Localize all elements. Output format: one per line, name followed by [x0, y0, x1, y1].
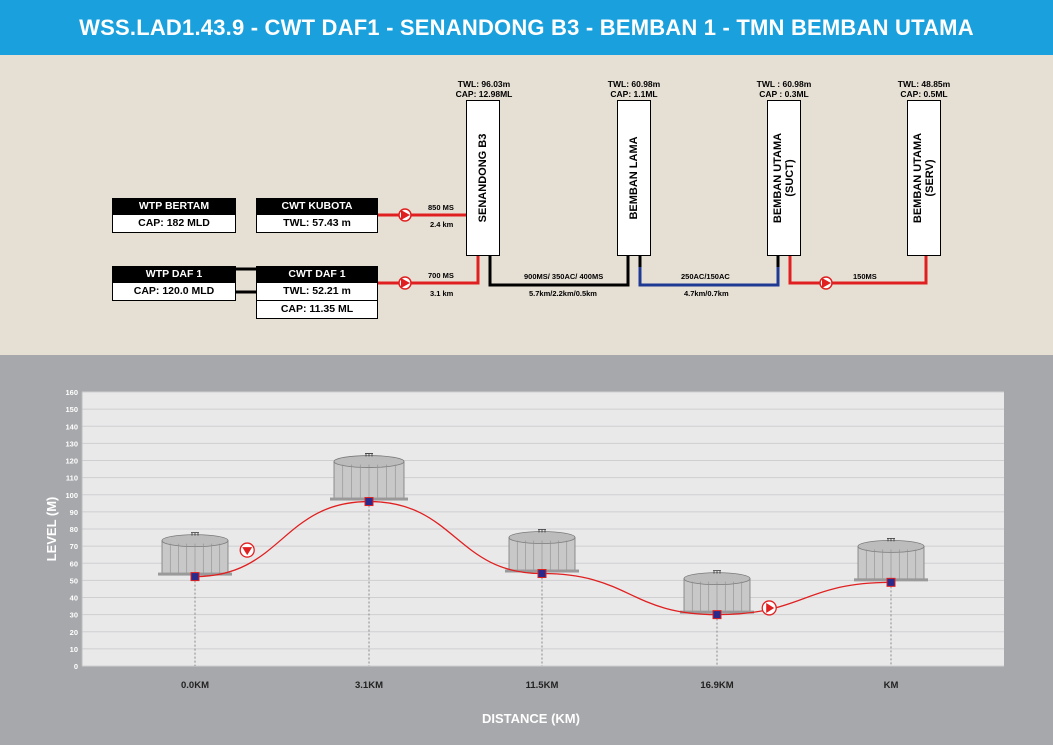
- network-schematic: WTP BERTAM CAP: 182 MLD WTP DAF 1 CAP: 1…: [0, 55, 1053, 355]
- elevation-profile: 0 10 20 30 40 50 60 70 80 90 100 110 120 130 140 150 160…: [0, 355, 1053, 745]
- x-axis: 0.0KM 3.1KM 11.5KM 16.9KM KM: [181, 680, 898, 691]
- tank-icon: [854, 537, 928, 582]
- y-axis: 0 10 20 30 40 50 60 70 80 90 100 110 120 130 140 150 160: [65, 388, 78, 671]
- y-axis-label: LEVEL (M): [44, 497, 59, 562]
- pipe-length-label: 3.1 km: [430, 289, 454, 298]
- pipe-size-label: 150MS: [853, 272, 877, 281]
- level-point: [364, 497, 374, 507]
- y-tick-label: 160: [65, 388, 78, 397]
- y-tick-label: 110: [66, 474, 78, 483]
- reservoir-bemban-lama: BEMBAN LAMA: [617, 100, 651, 256]
- source-wtp-bertam: WTP BERTAM CAP: 182 MLD: [112, 198, 236, 233]
- pump-icon: [239, 542, 255, 558]
- y-tick-label: 100: [65, 491, 78, 500]
- reservoir-senandong-b3: SENANDONG B3: [466, 100, 500, 256]
- tank-info-bemban-utama-serv: TWL: 48.85m CAP: 0.5ML: [897, 79, 951, 99]
- pump-icon: [398, 276, 412, 290]
- y-tick-label: 20: [70, 628, 78, 637]
- pipe-size-label: 700 MS: [428, 271, 454, 280]
- pipe-network: [236, 175, 928, 294]
- pump-icon: [398, 208, 412, 222]
- y-tick-label: 130: [65, 439, 78, 448]
- source-wtp-daf1: WTP DAF 1 CAP: 120.0 MLD: [112, 266, 236, 301]
- x-tick-label: 16.9KM: [700, 680, 733, 691]
- y-tick-label: 0: [74, 662, 78, 671]
- page-title: WSS.LAD1.43.9 - CWT DAF1 - SENANDONG B3 …: [0, 0, 1053, 55]
- x-tick-label: 0.0KM: [181, 680, 209, 691]
- y-tick-label: 50: [70, 576, 78, 585]
- level-point: [537, 569, 547, 579]
- pipe-length-label: 4.7km/0.7km: [684, 289, 729, 298]
- y-tick-label: 120: [65, 457, 78, 466]
- tank-info-bemban-lama: TWL: 60.98m CAP: 1.1ML: [607, 79, 661, 99]
- tank-info-bemban-utama-suct: TWL : 60.98m CAP : 0.3ML: [756, 79, 812, 99]
- pipe-length-label: 5.7km/2.2km/0.5km: [529, 289, 597, 298]
- y-tick-label: 140: [65, 422, 78, 431]
- x-tick-label: 11.5KM: [526, 680, 559, 691]
- x-tick-label: KM: [884, 680, 899, 691]
- x-tick-label: 3.1KM: [355, 680, 383, 691]
- x-axis-label: DISTANCE (KM): [482, 711, 580, 726]
- level-point: [886, 577, 896, 587]
- y-tick-label: 40: [70, 594, 78, 603]
- pipe-suct-serv: [788, 232, 928, 285]
- level-chart: 0 10 20 30 40 50 60 70 80 90 100 110 120 130 140 150 160…: [44, 388, 1004, 726]
- reservoir-bemban-utama-suct: BEMBAN UTAMA (SUCT): [767, 100, 801, 256]
- level-point: [712, 610, 722, 620]
- pipe-size-label: 850 MS: [428, 203, 454, 212]
- tank-icon: [330, 453, 408, 501]
- tank-icon: [505, 529, 579, 573]
- y-tick-label: 80: [70, 525, 78, 534]
- tank-info-senandong: TWL: 96.03m CAP: 12.98ML: [455, 79, 513, 99]
- pump-icon: [761, 600, 777, 616]
- y-tick-label: 30: [70, 611, 78, 620]
- cwt-daf1: CWT DAF 1 TWL: 52.21 m CAP: 11.35 ML: [256, 266, 378, 319]
- pipe-size-label: 900MS/ 350AC/ 400MS: [524, 272, 604, 281]
- y-tick-label: 90: [70, 508, 78, 517]
- tank-icon: [158, 532, 232, 576]
- y-tick-label: 60: [70, 559, 78, 568]
- y-tick-label: 150: [65, 405, 78, 414]
- y-tick-label: 10: [70, 645, 78, 654]
- y-tick-label: 70: [70, 542, 78, 551]
- cwt-kubota: CWT KUBOTA TWL: 57.43 m: [256, 198, 378, 233]
- pipe-length-label: 2.4 km: [430, 220, 454, 229]
- level-point: [190, 572, 200, 582]
- pump-icon: [819, 276, 833, 290]
- pipe-senandong-bemban-lama: [488, 232, 630, 287]
- pipe-size-label: 250AC/150AC: [681, 272, 730, 281]
- reservoir-bemban-utama-serv: BEMBAN UTAMA (SERV): [907, 100, 941, 256]
- tank-icon: [680, 570, 754, 614]
